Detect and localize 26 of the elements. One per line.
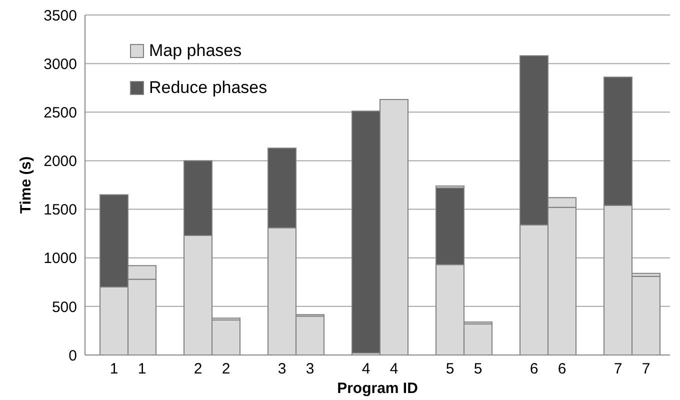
- x-tick-label: 6: [530, 360, 538, 378]
- x-tick-label: 3: [306, 360, 314, 378]
- x-axis-title: Program ID: [337, 380, 418, 397]
- legend-label: Reduce phases: [149, 77, 268, 99]
- x-tick-label: 7: [642, 360, 650, 378]
- x-tick-label: 1: [110, 360, 118, 378]
- x-tick-label: 2: [194, 360, 202, 378]
- y-tick-label: 1500: [44, 202, 77, 219]
- x-tick-label: 6: [558, 360, 566, 378]
- x-tick-label: 5: [474, 360, 482, 378]
- y-tick-label: 3500: [44, 7, 77, 24]
- x-tick-label: 1: [138, 360, 146, 378]
- y-tick-label: 2500: [44, 104, 77, 122]
- x-tick-label: 5: [446, 360, 454, 378]
- x-tick-label: 4: [362, 360, 370, 378]
- y-tick-label: 2000: [44, 153, 77, 170]
- y-tick-label: 0: [68, 347, 77, 364]
- y-axis-title: Time (s): [17, 156, 34, 214]
- x-tick-label: 2: [222, 360, 230, 378]
- y-tick-label: 500: [52, 298, 77, 316]
- x-tick-label: 4: [390, 360, 398, 378]
- y-tick-label: 1000: [44, 250, 77, 268]
- legend-label: Map phases: [149, 40, 242, 62]
- x-tick-label: 3: [278, 360, 286, 378]
- x-tick-label: 7: [614, 360, 622, 378]
- y-tick-label: 3000: [44, 56, 77, 73]
